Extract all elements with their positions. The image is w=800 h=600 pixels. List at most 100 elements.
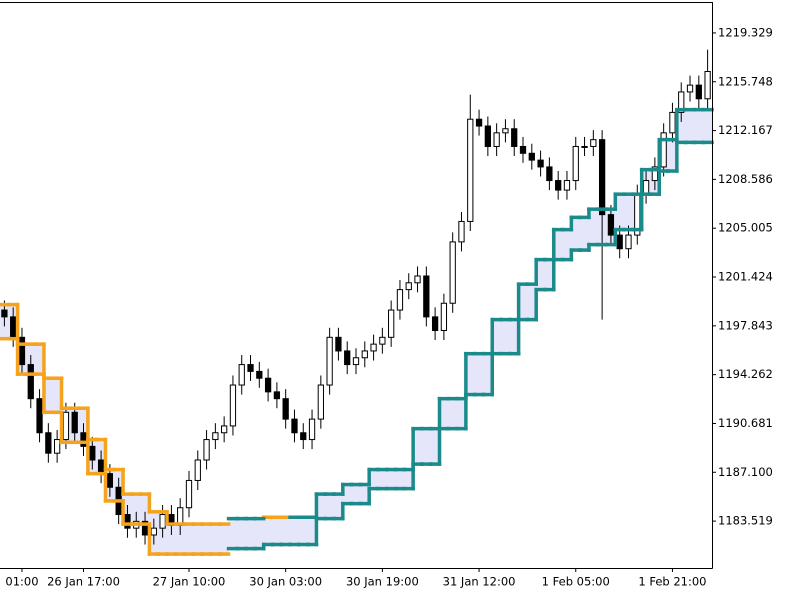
band-fill <box>465 353 475 395</box>
band-fill <box>351 484 361 504</box>
band-fill <box>210 524 221 555</box>
candle-body <box>537 159 544 168</box>
band-fill <box>448 398 458 429</box>
candle-body <box>396 289 404 311</box>
y-tick-label: 1212.167 <box>718 123 773 137</box>
band-fill <box>668 139 678 172</box>
band-fill <box>184 524 194 555</box>
candle-body <box>317 384 324 420</box>
band-fill <box>703 109 713 143</box>
candle-body <box>221 425 228 434</box>
candle-body <box>528 152 535 161</box>
candle-body <box>238 364 245 386</box>
candle-body <box>686 84 694 93</box>
candle-body <box>203 439 210 461</box>
band-fill <box>316 494 326 519</box>
band-fill <box>360 484 370 504</box>
band-fill <box>395 469 405 489</box>
band-fill <box>369 469 379 489</box>
candle-body <box>247 364 254 372</box>
band-fill <box>290 517 300 545</box>
candle-body <box>159 514 166 529</box>
band-fill <box>298 517 308 545</box>
band-fill <box>624 194 634 230</box>
candle-body <box>256 370 263 379</box>
candle-body <box>414 275 421 284</box>
candle-body <box>10 316 17 338</box>
candle-body <box>695 84 702 100</box>
x-tick-label: 30 Jan 03:00 <box>249 575 322 589</box>
candle-body <box>212 432 219 441</box>
band-fill <box>430 428 440 465</box>
candle-body <box>379 336 386 345</box>
candle-body <box>493 132 500 147</box>
candle-body <box>484 125 491 147</box>
y-tick-label: 1183.519 <box>718 514 773 528</box>
band-fill <box>457 398 467 429</box>
candle-body <box>423 275 430 318</box>
x-tick-label: 26 Jan 17:00 <box>47 575 120 589</box>
y-tick-label: 1201.424 <box>718 270 773 284</box>
candle-body <box>449 241 456 304</box>
candle-body <box>458 220 465 243</box>
candle-body <box>511 128 518 147</box>
candle-body <box>563 180 571 191</box>
band-fill <box>281 517 291 545</box>
band-fill <box>518 284 528 320</box>
candle-body <box>308 418 316 441</box>
y-tick-label: 1190.681 <box>718 416 773 430</box>
x-tick-label: 01:00 <box>5 575 38 589</box>
candle-body <box>291 418 298 434</box>
axis-layer: 1183.519 1187.100 1190.681 1194.262 1197.843… <box>5 25 772 588</box>
band-fill <box>202 524 212 555</box>
candle-body <box>669 111 676 134</box>
candle-body <box>282 398 289 420</box>
x-tick-label: 1 Feb 05:00 <box>542 575 610 589</box>
band-fill <box>676 109 686 143</box>
candle-body <box>607 214 615 236</box>
band-fill <box>439 398 449 429</box>
candle-body <box>704 70 711 100</box>
band-fill <box>571 217 581 251</box>
candle-body <box>440 302 448 332</box>
candle-body <box>660 132 667 168</box>
candle-body <box>1 309 8 318</box>
band-fill <box>404 469 414 489</box>
band-fill <box>483 353 493 395</box>
band-fill <box>325 494 335 519</box>
band-fill <box>254 518 265 549</box>
candle-body <box>475 118 483 127</box>
band-fill <box>421 428 432 465</box>
candle-body <box>124 514 131 529</box>
x-tick-label: 27 Jan 10:00 <box>153 575 226 589</box>
candle-body <box>555 180 562 191</box>
candle-body <box>344 350 351 366</box>
band-fill <box>501 319 511 354</box>
candle-body <box>431 316 439 332</box>
candle-body <box>141 520 149 536</box>
candle-body <box>71 411 78 434</box>
band-fill <box>246 518 256 549</box>
band-fill <box>334 494 344 519</box>
candle-body <box>572 145 579 182</box>
candle-body <box>194 459 201 481</box>
candle-body <box>264 377 272 393</box>
candle-body <box>502 128 509 134</box>
band-fill <box>219 524 229 555</box>
band-fill <box>694 109 704 143</box>
candle-body <box>27 364 34 400</box>
candle-body <box>361 350 368 359</box>
candle-body <box>106 473 114 488</box>
band-fill <box>386 469 396 489</box>
band-fill <box>685 109 695 143</box>
y-tick-label: 1187.100 <box>718 465 773 479</box>
candle-body <box>335 336 342 352</box>
y-tick-label: 1219.329 <box>718 25 773 39</box>
candle-body <box>405 282 412 291</box>
x-tick-label: 1 Feb 21:00 <box>638 575 706 589</box>
band-fill <box>615 194 625 230</box>
candle-body <box>590 139 597 147</box>
candle-body <box>300 432 307 441</box>
